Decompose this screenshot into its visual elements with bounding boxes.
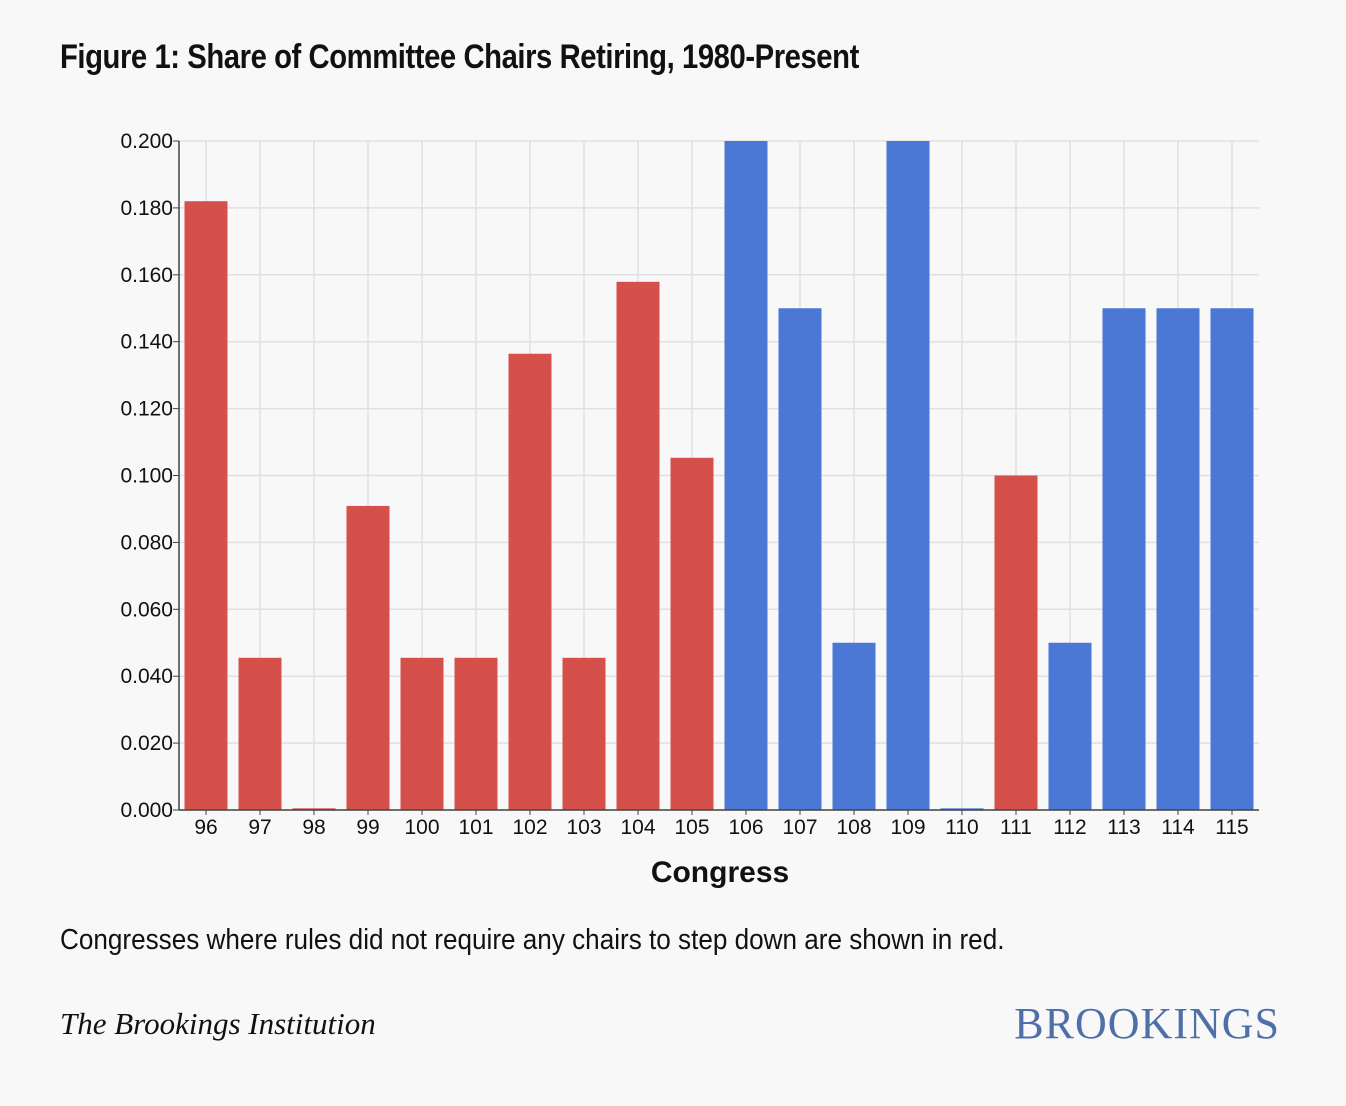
bar-congress-112 <box>1048 642 1092 810</box>
bar-congress-104 <box>616 281 660 811</box>
bar-congress-97 <box>238 657 282 810</box>
x-tick-label: 105 <box>674 816 709 839</box>
x-tick-label: 112 <box>1053 816 1086 839</box>
bar-congress-106 <box>724 141 768 810</box>
x-tick-label: 104 <box>620 816 655 839</box>
bar-congress-114 <box>1156 308 1200 810</box>
bar-congress-100 <box>400 657 444 810</box>
brookings-logo: BROOKINGS <box>1014 999 1280 1048</box>
x-tick-label: 101 <box>458 816 493 839</box>
bar-chart: 0.000 0.020 0.040 0.060 0.080 0.100 0.120 0.140… <box>120 130 1259 889</box>
y-tick-label: 0.080 <box>120 531 173 554</box>
x-tick-label: 109 <box>890 816 925 839</box>
x-tick-label: 102 <box>512 816 547 839</box>
axes <box>173 140 1259 815</box>
x-tick-label: 103 <box>566 816 601 839</box>
bar-congress-99 <box>346 505 390 810</box>
bar-congress-113 <box>1102 308 1146 810</box>
x-axis-label: Congress <box>651 856 789 889</box>
bar-congress-103 <box>562 657 606 810</box>
bar-congress-102 <box>508 353 552 810</box>
bar-congress-96 <box>184 201 228 810</box>
y-tick-label: 0.000 <box>120 799 173 822</box>
bar-congress-110 <box>940 808 984 810</box>
chart-note: Congresses where rules did not require a… <box>60 924 1005 956</box>
y-tick-label: 0.040 <box>120 665 173 688</box>
x-tick-label: 106 <box>728 816 763 839</box>
y-tick-label: 0.200 <box>120 130 173 153</box>
y-tick-label: 0.020 <box>120 732 173 755</box>
y-tick-label: 0.120 <box>120 398 173 421</box>
y-tick-label: 0.180 <box>120 197 173 220</box>
x-tick-label: 107 <box>782 816 817 839</box>
bar-congress-109 <box>886 141 930 810</box>
y-tick-label: 0.060 <box>120 598 173 621</box>
y-tick-label: 0.140 <box>120 331 173 354</box>
x-tick-label: 100 <box>404 816 439 839</box>
x-tick-label: 111 <box>1000 816 1032 839</box>
y-tick-labels: 0.000 0.020 0.040 0.060 0.080 0.100 0.120 0.140… <box>120 130 173 822</box>
bars <box>184 141 1254 811</box>
x-tick-label: 110 <box>945 816 978 839</box>
source-credit: The Brookings Institution <box>60 1006 376 1041</box>
bar-congress-108 <box>832 642 876 810</box>
chart-title: Figure 1: Share of Committee Chairs Reti… <box>60 38 859 76</box>
x-tick-labels: 96 97 98 99 100 101 102 103 104 105 106 107 108 109 11… <box>194 816 1248 839</box>
bar-congress-107 <box>778 308 822 810</box>
x-tick-label: 98 <box>302 816 325 839</box>
x-tick-label: 113 <box>1107 816 1140 839</box>
bar-congress-98 <box>292 808 336 810</box>
grid-lines <box>179 140 1259 811</box>
y-tick-label: 0.160 <box>120 264 173 287</box>
bar-congress-115 <box>1210 308 1254 810</box>
x-tick-label: 99 <box>356 816 379 839</box>
x-tick-label: 97 <box>248 816 271 839</box>
bar-congress-105 <box>670 457 714 810</box>
x-tick-label: 114 <box>1161 816 1195 839</box>
x-tick-label: 115 <box>1215 816 1248 839</box>
x-tick-label: 108 <box>836 816 871 839</box>
x-tick-label: 96 <box>194 816 217 839</box>
bar-congress-111 <box>994 475 1038 810</box>
y-tick-label: 0.100 <box>120 465 173 488</box>
bar-congress-101 <box>454 657 498 810</box>
